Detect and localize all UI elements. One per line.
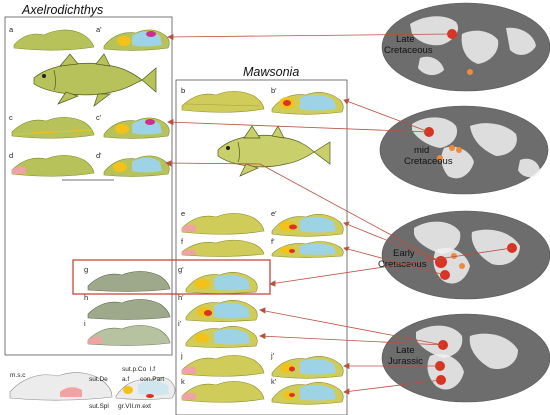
jaw-k: [181, 381, 265, 403]
panel-label-g-prime: g': [178, 265, 184, 274]
jaw-d-prime: [103, 155, 170, 177]
jaw-k-prime: [271, 381, 344, 405]
panel-label-i-prime: i': [178, 319, 182, 328]
panel-label-j-prime: j': [270, 351, 275, 360]
era-early-cretaceous-line1: Early: [393, 248, 415, 259]
era-mid-cretaceous-line2: Cretaceous: [404, 156, 453, 167]
globe-late-cretaceous: [381, 2, 550, 92]
era-mid-cretaceous-line1: mid: [414, 145, 429, 156]
panel-label-c-prime: c': [96, 113, 102, 122]
jaw-d: [11, 155, 95, 177]
jaw-c: [11, 117, 95, 139]
jaw-f-prime: [271, 241, 344, 258]
panel-label-k: k: [181, 377, 185, 386]
panel-label-h-prime: h': [178, 293, 184, 302]
globe-late-jurassic: [381, 313, 550, 403]
label-gr-vii: gr.VII.m.ext: [118, 403, 151, 410]
panel-label-e: e: [181, 209, 185, 218]
jaw-b-prime: [271, 91, 344, 115]
label-sut-de: sut.De: [89, 376, 108, 383]
jaw-g: [87, 271, 171, 292]
jaw-i-prime: [185, 325, 258, 348]
anatomy-diagram-medial: [115, 377, 176, 400]
highlight-box-g: [72, 259, 271, 295]
jaw-a: [13, 29, 95, 51]
panel-label-d: d: [9, 151, 13, 160]
globe-mid-cretaceous: [379, 105, 549, 195]
jaw-j: [181, 355, 265, 377]
label-sut-spl: sut.Spl: [89, 403, 109, 410]
jaw-j-prime: [271, 355, 344, 379]
panel-label-b-prime: b': [271, 86, 277, 95]
anatomy-diagram-lateral: [9, 372, 113, 401]
jaw-g-prime: [185, 271, 258, 294]
panel-label-g: g: [84, 265, 88, 274]
panel-label-a-prime: a': [96, 25, 102, 34]
axelrodichthys-title: Axelrodichthys: [21, 3, 103, 17]
panel-label-d-prime: d': [96, 151, 102, 160]
panel-label-j: j: [180, 351, 183, 360]
label-con-part: con.Part: [140, 376, 164, 383]
era-late-jurassic-line1: Late: [396, 345, 415, 356]
jaw-h: [87, 299, 171, 320]
era-late-cretaceous-line2: Cretaceous: [384, 45, 433, 56]
jaw-i: [87, 325, 171, 346]
mawsonia-title: Mawsonia: [243, 65, 299, 79]
jaw-b: [181, 91, 265, 113]
era-late-jurassic-line2: Jurassic: [388, 356, 423, 367]
axelrodichthys-fish-illustration: [33, 53, 157, 107]
connector-lines: [165, 33, 513, 395]
jaw-h-prime: [185, 299, 258, 322]
panel-label-f-prime: f': [271, 237, 275, 246]
panel-label-a: a: [9, 25, 14, 34]
panel-label-k-prime: k': [271, 377, 277, 386]
jaw-e: [181, 213, 265, 235]
jaw-e-prime: [271, 213, 344, 237]
panel-label-i: i: [84, 319, 86, 328]
jaw-c-prime: [103, 117, 170, 139]
label-msc: m.s.c: [10, 372, 26, 379]
label-af: a.f: [122, 376, 129, 383]
panel-label-b: b: [181, 86, 185, 95]
mawsonia-fish-illustration: [217, 125, 331, 177]
era-late-cretaceous-line1: Late: [396, 34, 415, 45]
label-sut-pco: sut.p.Co: [122, 366, 147, 373]
panel-label-f: f: [181, 237, 184, 246]
label-lf: l.f: [150, 366, 155, 373]
panel-label-c: c: [9, 113, 13, 122]
panel-label-h: h: [84, 293, 88, 302]
jaw-a-prime: [103, 29, 170, 51]
axelrodichthys-frame: [4, 16, 173, 356]
jaw-f: [181, 239, 265, 257]
panel-label-e-prime: e': [271, 209, 277, 218]
